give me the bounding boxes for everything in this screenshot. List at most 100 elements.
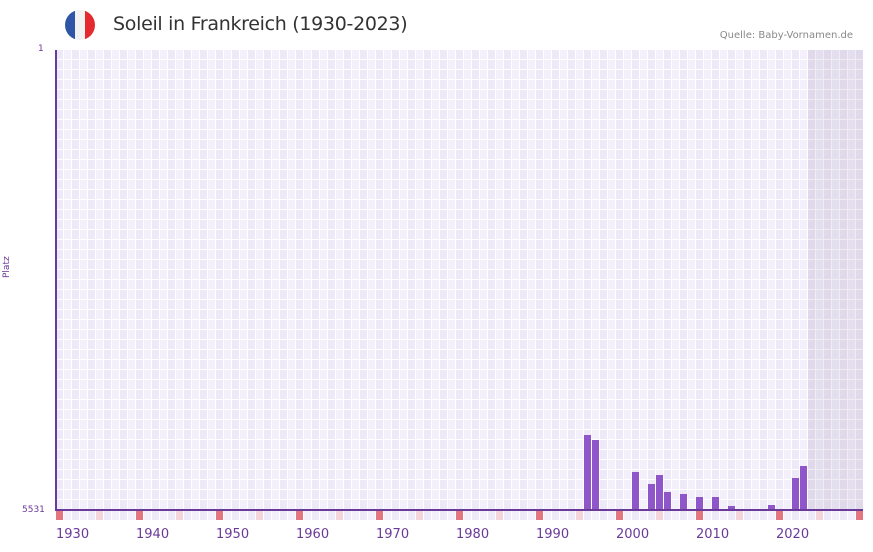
grid-cell — [792, 330, 799, 339]
bar-2022[interactable] — [792, 477, 799, 510]
grid-cell — [312, 170, 319, 179]
grid-cell — [232, 300, 239, 309]
grid-cell — [80, 410, 87, 419]
grid-cell — [72, 410, 79, 419]
grid-cell — [408, 470, 415, 479]
grid-cell — [168, 200, 175, 209]
grid-cell — [120, 270, 127, 279]
grid-cell — [248, 150, 255, 159]
grid-cell — [200, 100, 207, 109]
grid-cell — [296, 410, 303, 419]
grid-cell — [312, 370, 319, 379]
bar-2010[interactable] — [696, 497, 703, 510]
grid-cell — [424, 220, 431, 229]
grid-cell — [720, 290, 727, 299]
grid-cell — [136, 70, 143, 79]
grid-cell — [736, 370, 743, 379]
grid-cell — [64, 480, 71, 489]
grid-cell — [152, 320, 159, 329]
grid-cell — [720, 280, 727, 289]
grid-cell — [64, 450, 71, 459]
grid-cell — [648, 50, 655, 59]
grid-cell — [696, 230, 703, 239]
grid-cell — [392, 420, 399, 429]
grid-cell — [128, 110, 135, 119]
grid-cell — [464, 360, 471, 369]
grid-column — [384, 50, 392, 510]
grid-cell — [520, 340, 527, 349]
grid-cell — [416, 390, 423, 399]
bar-2019[interactable] — [768, 504, 775, 510]
grid-cell — [392, 400, 399, 409]
grid-cell — [768, 110, 775, 119]
grid-cell — [128, 390, 135, 399]
grid-cell — [696, 270, 703, 279]
grid-cell — [408, 110, 415, 119]
grid-cell — [392, 230, 399, 239]
bar-2023[interactable] — [800, 465, 807, 510]
grid-cell — [480, 250, 487, 259]
grid-cell — [848, 120, 855, 129]
grid-cell — [416, 90, 423, 99]
bar-1996[interactable] — [584, 435, 591, 510]
grid-cell — [624, 150, 631, 159]
grid-cell — [648, 300, 655, 309]
grid-cell — [464, 490, 471, 499]
year-marker-1993 — [560, 511, 567, 520]
grid-cell — [304, 60, 311, 69]
bar-2002[interactable] — [632, 472, 639, 510]
year-marker-1964 — [328, 511, 335, 520]
grid-cell — [56, 210, 63, 219]
grid-cell — [224, 270, 231, 279]
bar-2014[interactable] — [728, 505, 735, 510]
grid-cell — [712, 90, 719, 99]
grid-cell — [88, 60, 95, 69]
grid-cell — [656, 90, 663, 99]
grid-cell — [232, 430, 239, 439]
grid-cell — [848, 450, 855, 459]
grid-cell — [656, 380, 663, 389]
grid-cell — [192, 60, 199, 69]
grid-cell — [808, 330, 815, 339]
grid-cell — [312, 450, 319, 459]
grid-cell — [432, 220, 439, 229]
grid-cell — [552, 60, 559, 69]
grid-cell — [816, 470, 823, 479]
grid-cell — [384, 300, 391, 309]
grid-cell — [552, 330, 559, 339]
grid-cell — [168, 450, 175, 459]
grid-cell — [112, 430, 119, 439]
grid-cell — [280, 280, 287, 289]
grid-cell — [200, 330, 207, 339]
grid-cell — [264, 490, 271, 499]
grid-cell — [128, 280, 135, 289]
grid-cell — [408, 290, 415, 299]
bar-2006[interactable] — [664, 492, 671, 510]
grid-cell — [168, 410, 175, 419]
grid-cell — [120, 390, 127, 399]
grid-cell — [648, 140, 655, 149]
grid-cell — [744, 500, 751, 509]
grid-cell — [264, 260, 271, 269]
grid-cell — [248, 480, 255, 489]
grid-cell — [600, 110, 607, 119]
bar-2004[interactable] — [648, 484, 655, 510]
year-marker-2013 — [720, 511, 727, 520]
bar-2008[interactable] — [680, 494, 687, 510]
grid-cell — [96, 270, 103, 279]
grid-cell — [848, 90, 855, 99]
bar-2012[interactable] — [712, 497, 719, 510]
grid-cell — [368, 50, 375, 59]
grid-cell — [584, 270, 591, 279]
grid-cell — [808, 290, 815, 299]
grid-cell — [408, 430, 415, 439]
grid-cell — [680, 350, 687, 359]
grid-cell — [304, 380, 311, 389]
grid-column — [672, 50, 680, 510]
bar-1997[interactable] — [592, 440, 599, 510]
grid-cell — [520, 90, 527, 99]
grid-cell — [440, 370, 447, 379]
grid-cell — [504, 430, 511, 439]
grid-cell — [576, 480, 583, 489]
bar-2005[interactable] — [656, 474, 663, 510]
